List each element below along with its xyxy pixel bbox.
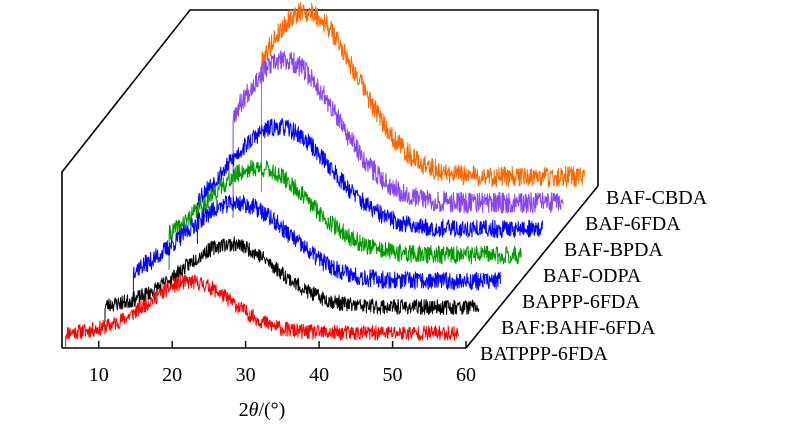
series-line-baf-cbda <box>261 1 585 192</box>
series-labels: BAF-CBDA BAF-6FDA BAF-BPDA BAF-ODPA BAPPP-6F… <box>480 187 708 365</box>
x-tick-label: 10 <box>89 364 109 386</box>
x-tick-label: 50 <box>383 364 403 386</box>
series-line-baf-6fda <box>232 50 564 218</box>
series-line-baf-bpda <box>196 117 543 244</box>
x-tick-label: 60 <box>456 364 476 386</box>
x-axis-ticks: 10 20 30 40 50 60 <box>89 341 476 386</box>
series-label: BAF-CBDA <box>606 187 708 209</box>
x-axis-title-symbol: θ <box>249 399 259 421</box>
series-label: BAF-BPDA <box>564 239 663 261</box>
x-axis-title: 2θ/(°) <box>239 399 286 421</box>
depth-axis-line <box>465 185 599 349</box>
series-label: BAF-6FDA <box>585 213 681 235</box>
series-label: BAF:BAHF-6FDA <box>501 317 656 339</box>
series-line-batppp-6fda <box>65 274 459 348</box>
x-axis-title-prefix: 2 <box>239 399 249 421</box>
chart-frame <box>61 9 599 349</box>
x-tick-label: 40 <box>309 364 329 386</box>
series-label: BAPPP-6FDA <box>522 291 640 313</box>
series-line-bappp-6fda <box>132 194 501 296</box>
frame-outline <box>61 9 599 348</box>
series-line-baf-odpa <box>168 159 522 270</box>
series-traces <box>65 1 585 348</box>
x-axis-title-suffix: /(°) <box>258 399 285 421</box>
x-tick-label: 20 <box>162 364 182 386</box>
series-line-baf-bahf-6fda <box>104 236 480 322</box>
x-tick-label: 30 <box>236 364 256 386</box>
series-label: BAF-ODPA <box>543 265 642 287</box>
series-label: BATPPP-6FDA <box>480 343 608 365</box>
